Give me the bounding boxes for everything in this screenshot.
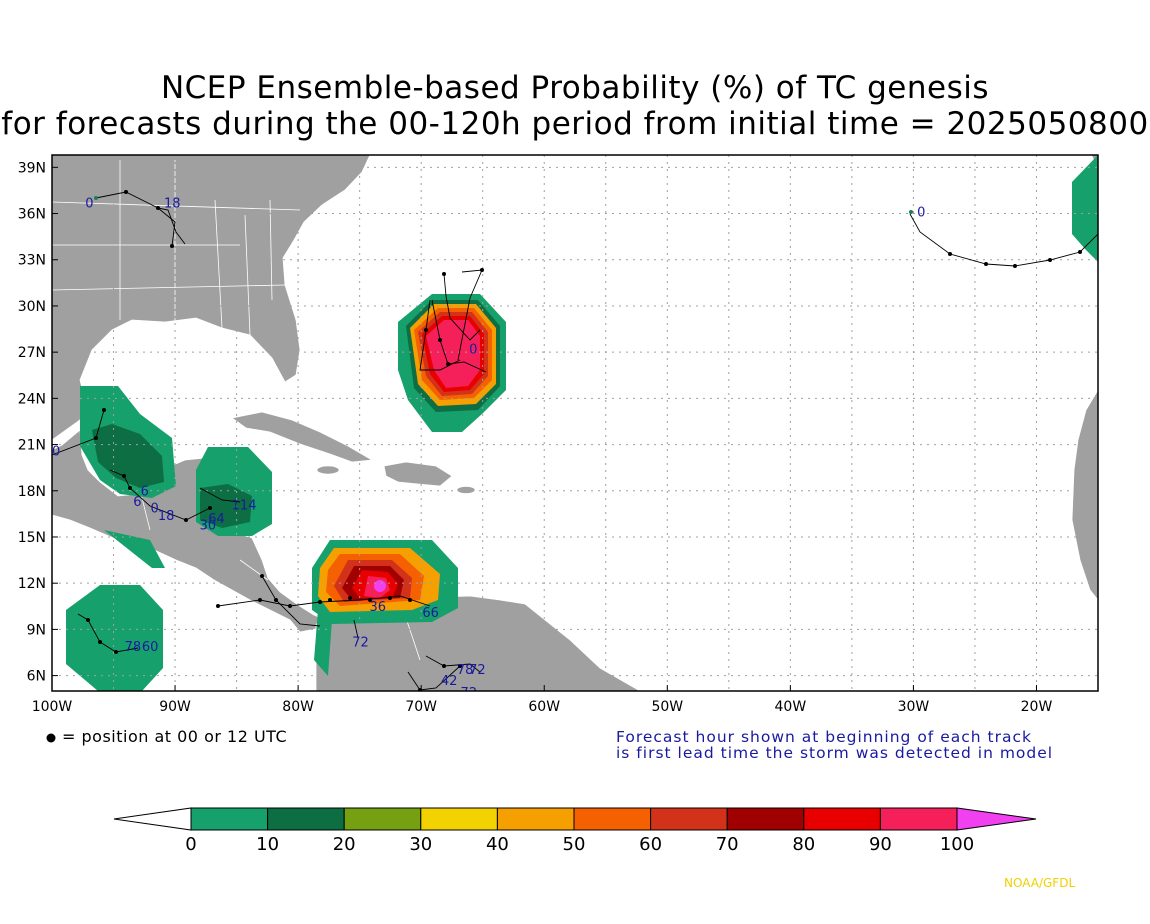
prob-region-east-atlantic <box>1072 155 1098 262</box>
map-frame <box>51 154 1099 692</box>
lat-tick-label: 18N <box>18 484 46 500</box>
lat-tick-label: 15N <box>18 530 46 546</box>
colorbar-segment <box>420 807 498 831</box>
colorbar-tick-label: 0 <box>185 834 196 855</box>
colorbar-tick-label: 50 <box>563 834 586 855</box>
lat-tick-label: 6N <box>27 669 46 685</box>
land-hispaniola <box>383 461 453 487</box>
forecast-note-line1: Forecast hour shown at beginning of each… <box>616 728 1032 746</box>
track-hour-label: 30 <box>200 518 217 533</box>
track-hour-label: 6 <box>133 495 141 510</box>
colorbar-under-arrow <box>113 807 192 831</box>
map-title-line1: NCEP Ensemble-based Probability (%) of T… <box>160 70 990 106</box>
colorbar-tick-label: 40 <box>486 834 509 855</box>
track-hour-label: 78 <box>125 640 142 655</box>
lat-tick-label: 12N <box>18 576 46 592</box>
colorbar-segment <box>267 807 345 831</box>
track-hour-label: 6 <box>141 484 149 499</box>
track-hour-label: 72 <box>469 663 486 678</box>
track-hour-label: 72 <box>352 635 369 650</box>
colorbar-segment <box>650 807 728 831</box>
lon-tick-label: 60W <box>528 699 560 715</box>
lon-tick-label: 20W <box>1021 699 1053 715</box>
land-mexico-central-america <box>52 429 331 633</box>
lat-tick-label: 30N <box>18 299 46 315</box>
track-hour-label: 36 <box>369 600 386 615</box>
track-hour-label: 0 <box>917 206 925 221</box>
track-hour-label: 0 <box>150 501 158 516</box>
lat-tick-label: 39N <box>18 160 46 176</box>
colorbar-tick-label: 30 <box>409 834 432 855</box>
track-hour-label: 114 <box>232 498 257 513</box>
position-marker-legend-text: = position at 00 or 12 UTC <box>62 727 288 746</box>
lon-tick-label: 100W <box>32 699 73 715</box>
colorbar-tick-label: 20 <box>333 834 356 855</box>
lat-tick-label: 33N <box>18 253 46 269</box>
colorbar-segment <box>343 807 422 831</box>
prob-region-pacific-sw <box>66 585 163 691</box>
lon-tick-label: 70W <box>405 699 437 715</box>
lon-tick-label: 90W <box>159 699 191 715</box>
colorbar-tick-label: 100 <box>940 834 974 855</box>
lat-tick-label: 36N <box>18 207 46 223</box>
prob-region-pacific-small <box>104 530 165 568</box>
prob-region-caribbean-peak <box>374 580 386 592</box>
track-hour-label: 64 <box>208 512 225 527</box>
colorbar-segment <box>726 807 805 831</box>
track-hour-label: 18 <box>164 196 181 211</box>
colorbar-segment <box>879 807 958 831</box>
track-hour-label: 0 <box>52 444 60 459</box>
lon-tick-label: 80W <box>282 699 314 715</box>
track-hour-label: 0 <box>85 196 93 211</box>
track-hour-label: 18 <box>158 509 175 524</box>
lon-tick-label: 40W <box>775 699 807 715</box>
lon-tick-label: 30W <box>898 699 930 715</box>
land-jamaica <box>316 465 340 475</box>
track-hour-label: 78 <box>457 663 474 678</box>
land-puerto-rico <box>456 486 476 494</box>
lat-tick-label: 9N <box>27 622 46 638</box>
track-hour-label: 66 <box>422 606 439 621</box>
colorbar-tick-label: 10 <box>256 834 279 855</box>
latitude-axis: 39N 36N 33N 30N 27N 24N 21N 18N 15N 12N 9N 6N <box>18 160 58 685</box>
colorbar-over-arrow <box>956 807 1037 831</box>
track-position-dots <box>86 190 1082 691</box>
credit-text: NOAA/GFDL <box>1004 876 1076 890</box>
map-title-line2: for forecasts during the 00-120h period … <box>1 106 1149 142</box>
track-start-dots <box>94 196 913 214</box>
lon-tick-label: 50W <box>651 699 683 715</box>
track-hour-label: 72 <box>461 686 478 701</box>
land-cuba <box>231 411 374 463</box>
graticule <box>52 155 1098 691</box>
colorbar-segment <box>573 807 652 831</box>
colorbar-tick-label: 60 <box>639 834 662 855</box>
colorbar-tick-label: 90 <box>869 834 892 855</box>
longitude-axis: 100W 90W 80W 70W 60W 50W 40W 30W 20W <box>32 685 1053 715</box>
lat-tick-label: 27N <box>18 345 46 361</box>
track-hour-label: 0 <box>469 343 477 358</box>
colorbar-segment <box>803 807 881 831</box>
prob-region-mexico-inner <box>92 424 164 488</box>
probability-shading <box>66 155 1098 691</box>
track-hour-label: 60 <box>142 640 159 655</box>
lat-tick-label: 24N <box>18 391 46 407</box>
position-marker-legend-dot <box>46 733 56 743</box>
lat-tick-label: 21N <box>18 438 46 454</box>
land-north-america <box>52 155 371 441</box>
land-africa <box>1071 389 1098 601</box>
track-hour-label: 42 <box>441 674 458 689</box>
prob-region-caribbean-arm <box>314 610 332 676</box>
colorbar-tick-label: 80 <box>792 834 815 855</box>
colorbar-segment <box>190 807 269 831</box>
colorbar: 0 10 20 30 40 50 60 70 80 90 100 <box>113 807 1037 855</box>
colorbar-segment <box>496 807 575 831</box>
forecast-note-line2: is first lead time the storm was detecte… <box>616 744 1054 762</box>
colorbar-tick-label: 70 <box>716 834 739 855</box>
